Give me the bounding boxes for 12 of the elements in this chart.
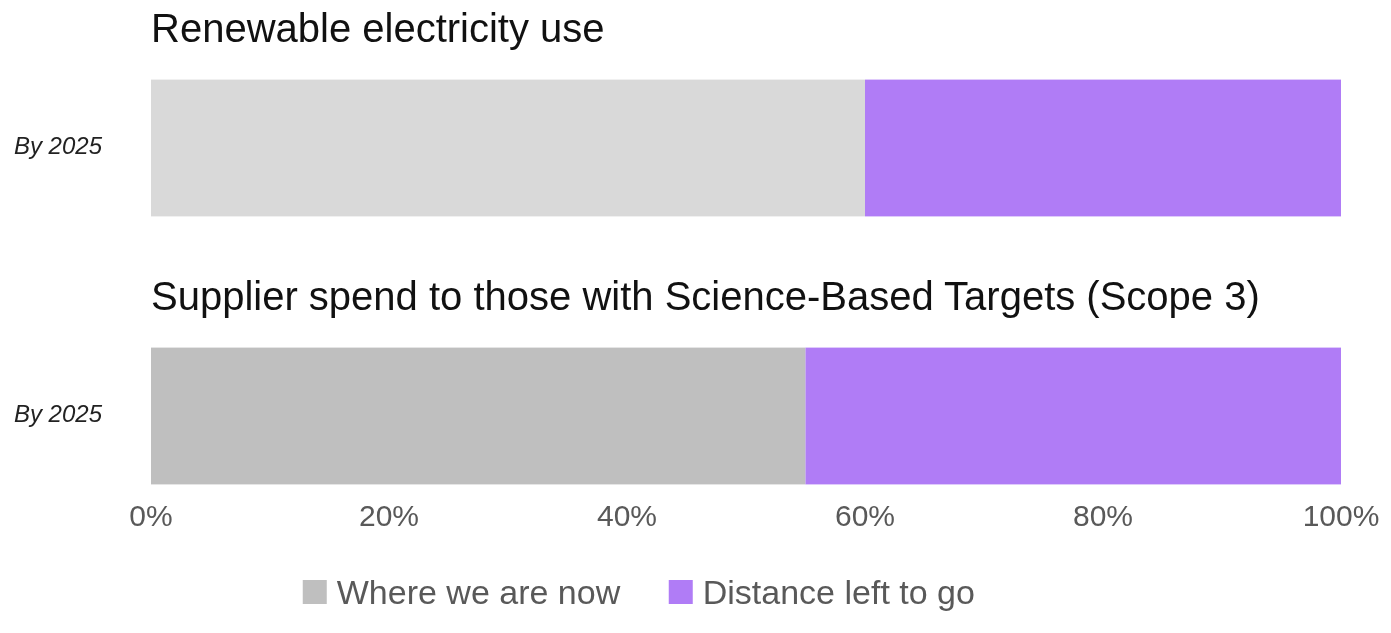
x-tick-label: 100%: [1302, 499, 1380, 532]
y-tick-label: By 2025: [13, 400, 103, 428]
x-tick-label: 20%: [358, 499, 420, 532]
x-tick-label: 0%: [129, 499, 173, 532]
legend-label: Distance left to go: [702, 573, 975, 611]
chart-title: Renewable electricity use: [151, 6, 605, 50]
chart-title: Supplier spend to those with Science-Based Targets (Scope 3): [151, 274, 1260, 318]
x-tick-label: 40%: [596, 499, 658, 532]
y-tick-label: By 2025: [13, 132, 103, 160]
x-tick-label: 80%: [1072, 499, 1134, 532]
x-tick-label: 60%: [834, 499, 896, 532]
legend-label: Where we are now: [336, 573, 621, 611]
